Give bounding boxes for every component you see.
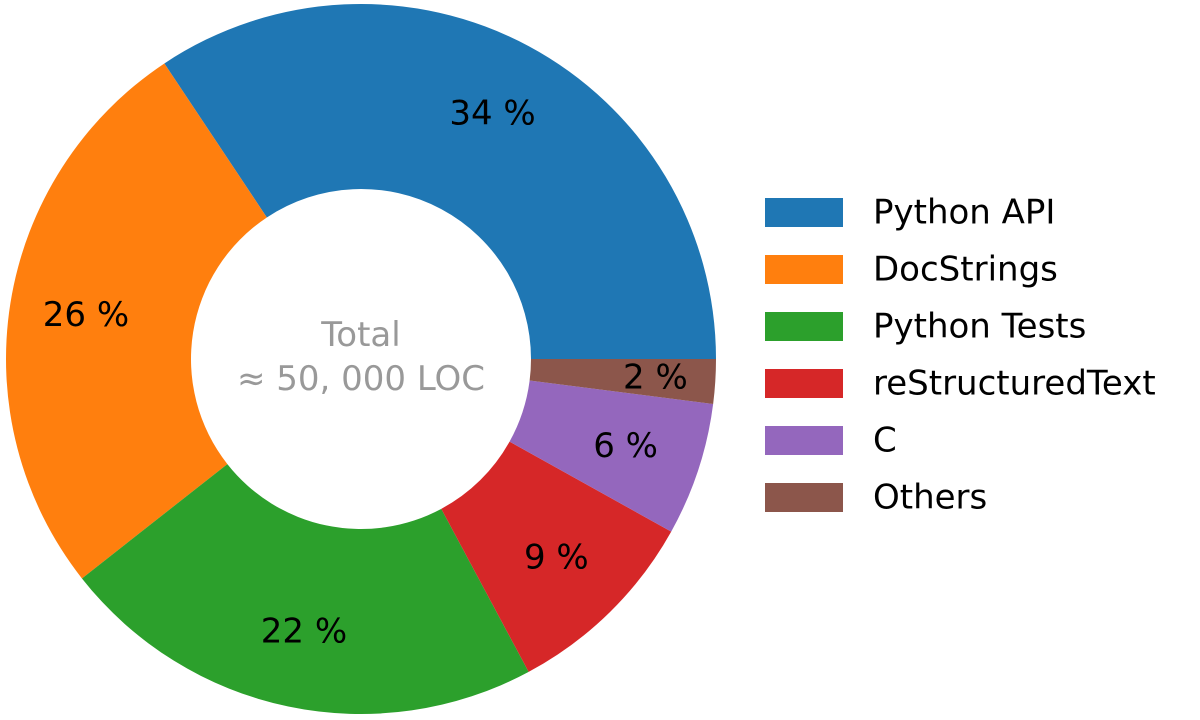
legend-swatch <box>765 483 843 512</box>
slice-percent-label: 2 % <box>623 358 688 398</box>
slice-percent-label: 22 % <box>261 612 347 652</box>
slice-restructuredtext <box>441 441 672 672</box>
slice-docstrings <box>6 63 267 579</box>
legend-swatch <box>765 312 843 341</box>
legend-swatch <box>765 426 843 455</box>
legend-label: reStructuredText <box>873 364 1156 404</box>
slice-percent-label: 6 % <box>593 426 658 466</box>
center-label-line-1: Total <box>320 315 400 355</box>
slice-others <box>529 359 716 404</box>
center-label-line-2: ≈ 50, 000 LOC <box>237 359 485 399</box>
slice-percent-label: 34 % <box>449 94 535 134</box>
legend-swatch <box>765 255 843 284</box>
slice-labels: 34 % 26 % 22 % 9 % 6 % 2 % <box>43 94 688 652</box>
legend-label: Others <box>873 478 987 518</box>
legend-swatch <box>765 369 843 398</box>
slice-c <box>509 380 714 532</box>
legend-label: Python Tests <box>873 307 1086 347</box>
legend-label: DocStrings <box>873 250 1058 290</box>
center-label: Total ≈ 50, 000 LOC <box>237 315 485 399</box>
slice-percent-label: 9 % <box>524 537 589 577</box>
slice-python-api <box>164 4 716 360</box>
donut-slices <box>6 4 716 714</box>
legend-label: C <box>873 421 897 461</box>
slice-python-tests <box>81 464 529 714</box>
slice-percent-label: 26 % <box>43 295 129 335</box>
legend: Python API DocStrings Python Tests reStruct… <box>765 193 1156 518</box>
legend-swatch <box>765 198 843 227</box>
legend-label: Python API <box>873 193 1055 233</box>
